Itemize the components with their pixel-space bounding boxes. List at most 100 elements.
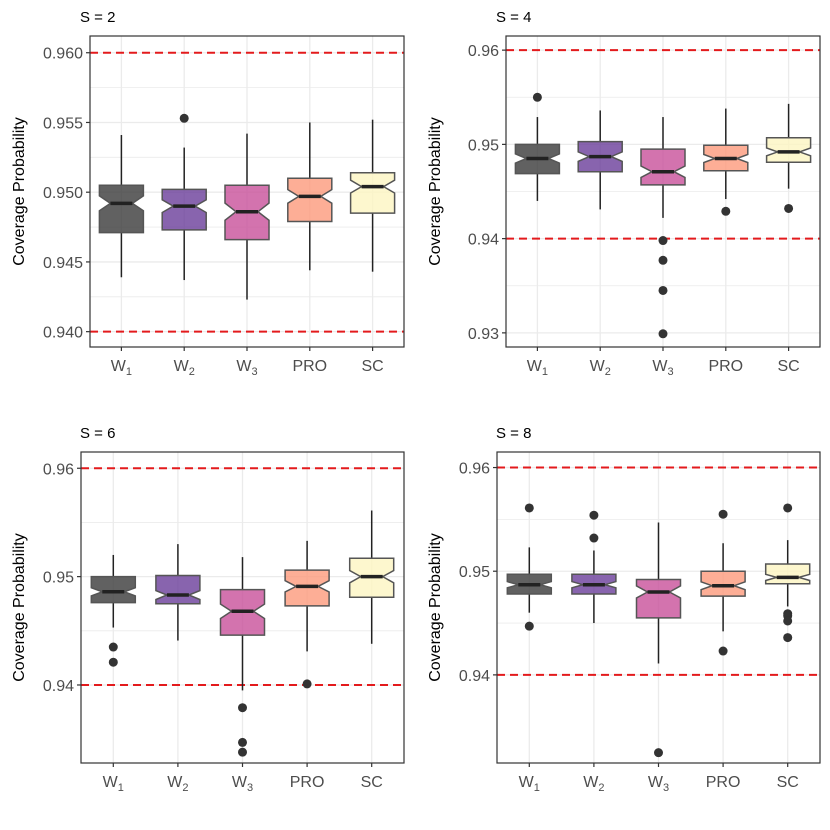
y-tick-label: 0.96 (43, 461, 74, 478)
outlier-point (589, 510, 599, 520)
x-tick-label: W2 (174, 358, 195, 378)
panel-title: S = 8 (496, 425, 531, 442)
box-body (349, 171, 396, 214)
box-PRO (703, 108, 749, 216)
box-body (98, 184, 145, 234)
panel-4: 0.94 0.95 0.96 W1 W2 W3 PRO SC S = 8 Coverage Pro… (427, 425, 821, 794)
box-SC (765, 103, 812, 213)
panel-title: S = 4 (496, 9, 531, 26)
box-W3 (635, 522, 682, 758)
box-body (161, 188, 207, 231)
outlier-point (238, 703, 247, 713)
box-W1 (90, 554, 137, 667)
box-PRO (287, 122, 333, 271)
panel-2: 0.93 0.94 0.95 0.96 W1 W2 W3 PRO SC S = 4 Coverage… (427, 9, 821, 378)
outlier-point (721, 206, 731, 216)
outlier-point (718, 646, 728, 656)
box-W1 (506, 503, 553, 631)
x-tick-label: PRO (292, 358, 327, 375)
x-tick-label: SC (777, 358, 799, 375)
box-SC (349, 119, 396, 272)
box-PRO (284, 540, 330, 689)
box-W2 (155, 544, 201, 641)
outlier-point (238, 747, 247, 757)
outlier-point (658, 285, 668, 295)
box-body (90, 575, 137, 604)
box-body (765, 137, 812, 164)
outlier-point (532, 92, 542, 102)
outlier-point (658, 236, 668, 246)
x-tick-label: PRO (706, 774, 741, 791)
y-tick-label: 0.945 (43, 255, 83, 272)
x-tick-label: W1 (519, 774, 540, 794)
outlier-point (238, 737, 247, 747)
y-tick-label: 0.96 (468, 43, 499, 60)
outlier-point (108, 642, 118, 652)
y-tick-label: 0.94 (468, 232, 499, 249)
box-body (635, 578, 682, 619)
outlier-point (589, 533, 599, 543)
y-tick-label: 0.955 (43, 115, 83, 132)
x-tick-label: SC (361, 774, 383, 791)
box-W2 (161, 113, 207, 281)
box-body (700, 570, 746, 597)
outlier-point (783, 633, 793, 643)
x-tick-label: SC (361, 358, 383, 375)
x-tick-label: PRO (290, 774, 325, 791)
box-body (155, 574, 201, 605)
x-tick-label: PRO (708, 358, 743, 375)
x-tick-label: W3 (652, 358, 673, 378)
x-tick-label: W3 (236, 358, 257, 378)
box-body (287, 177, 333, 223)
y-tick-label: 0.950 (43, 185, 83, 202)
outlier-point (658, 329, 668, 339)
y-tick-label: 0.95 (468, 137, 499, 154)
outlier-point (108, 657, 118, 667)
outlier-point (524, 621, 534, 631)
x-tick-label: W2 (583, 774, 604, 794)
y-axis-label: Coverage Probability (11, 117, 28, 266)
outlier-point (654, 748, 663, 758)
box-PRO (700, 509, 746, 656)
box-W3 (224, 133, 270, 300)
box-W3 (219, 557, 266, 757)
box-W1 (98, 135, 145, 278)
box-W1 (514, 92, 561, 201)
panel-title: S = 6 (80, 425, 115, 442)
y-tick-label: 0.960 (43, 46, 83, 63)
y-axis-label: Coverage Probability (11, 533, 28, 682)
box-SC (764, 503, 811, 643)
y-tick-label: 0.95 (43, 570, 74, 587)
box-W2 (571, 510, 617, 624)
x-tick-label: W2 (167, 774, 188, 794)
y-tick-label: 0.94 (43, 678, 74, 695)
y-tick-label: 0.95 (459, 564, 490, 581)
x-tick-label: W1 (111, 358, 132, 378)
panel-3: 0.94 0.95 0.96 W1 W2 W3 PRO SC S = 6 Coverage Pro… (11, 425, 405, 794)
outlier-point (784, 203, 794, 213)
y-axis-label: Coverage Probability (427, 533, 444, 682)
x-tick-label: SC (777, 774, 799, 791)
box-SC (348, 510, 395, 644)
outlier-point (718, 509, 728, 519)
x-tick-label: W1 (103, 774, 124, 794)
x-tick-label: W3 (648, 774, 669, 794)
x-tick-label: W3 (232, 774, 253, 794)
outlier-point (179, 113, 189, 123)
box-body (764, 563, 811, 585)
outlier-point (302, 679, 312, 689)
outlier-point (783, 503, 793, 513)
box-W2 (577, 110, 623, 210)
box-W3 (640, 117, 686, 339)
panel-title: S = 2 (80, 9, 115, 26)
box-body (640, 148, 686, 186)
y-tick-label: 0.940 (43, 325, 83, 342)
y-axis-label: Coverage Probability (427, 117, 444, 266)
y-tick-label: 0.93 (468, 326, 499, 343)
y-tick-label: 0.96 (459, 461, 490, 478)
outlier-point (783, 616, 793, 626)
x-tick-label: W1 (527, 358, 548, 378)
y-tick-label: 0.94 (459, 668, 490, 685)
outlier-point (658, 255, 668, 265)
